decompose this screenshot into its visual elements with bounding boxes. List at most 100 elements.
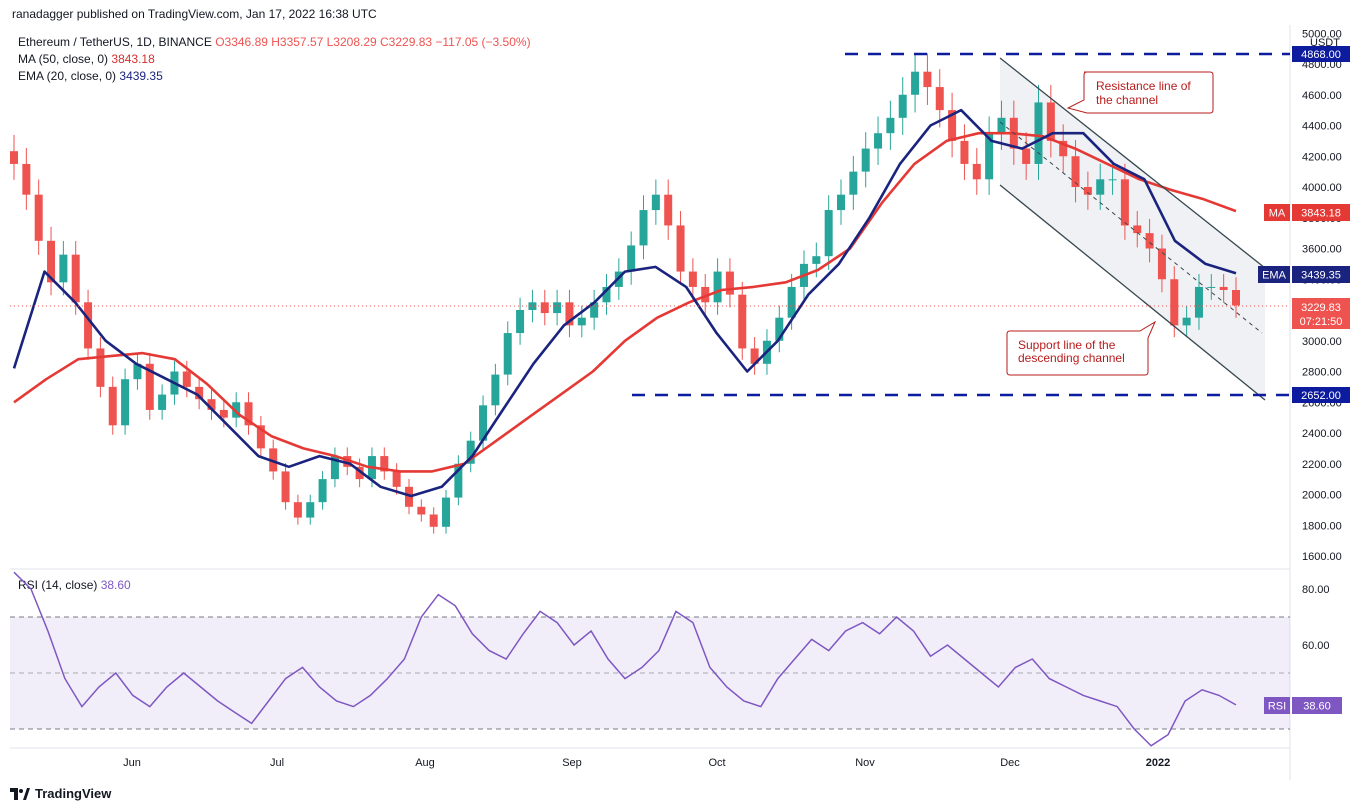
- candle-body: [651, 194, 660, 211]
- svg-text:descending channel: descending channel: [1018, 351, 1125, 365]
- candle-body: [516, 310, 525, 334]
- candle-body: [688, 271, 697, 287]
- price-tick-label: 2400.00: [1302, 428, 1342, 440]
- time-axis-label: Jun: [123, 757, 141, 769]
- candle-body: [330, 456, 339, 480]
- candle-body: [837, 194, 846, 211]
- ma50-line: [13, 131, 1237, 473]
- candle-body: [1145, 233, 1154, 249]
- candle-body: [1046, 102, 1055, 141]
- rsi-axis: 60.00 80.00: [1302, 584, 1330, 652]
- candle-body: [874, 133, 883, 149]
- price-tick-label: 4200.00: [1302, 151, 1342, 163]
- candle-body: [442, 497, 451, 527]
- candle-body: [1219, 286, 1228, 291]
- candle-body: [1182, 317, 1191, 326]
- candle-body: [355, 466, 364, 480]
- candle-body: [182, 371, 191, 387]
- candle-body: [750, 348, 759, 364]
- symbol-title[interactable]: Ethereum / TetherUS, 1D, BINANCE: [18, 35, 212, 49]
- candle-body: [676, 225, 685, 272]
- price-tick-label: 2200.00: [1302, 459, 1342, 471]
- rsi-legend-value: 38.60: [100, 578, 131, 592]
- price-tick-label: 3600.00: [1302, 244, 1342, 256]
- time-axis-label: Dec: [1000, 757, 1020, 769]
- svg-text:3843.18: 3843.18: [1301, 208, 1341, 220]
- candle-body: [602, 286, 611, 303]
- candle-body: [627, 245, 636, 272]
- publisher-line: ranadagger published on TradingView.com,…: [12, 7, 377, 21]
- candle-body: [429, 514, 438, 527]
- candle-body: [34, 194, 43, 241]
- candle-body: [454, 463, 463, 498]
- candle-body: [306, 502, 315, 518]
- candle-body: [1022, 148, 1031, 164]
- ema-tag: EMA 3439.35: [1258, 266, 1350, 283]
- annotation-support: Support line of the descending channel: [1006, 320, 1157, 376]
- rsi-tick-label: 80.00: [1302, 584, 1330, 596]
- price-tick-label: 4000.00: [1302, 182, 1342, 194]
- tradingview-logo[interactable]: TradingView: [10, 786, 111, 801]
- time-axis: Jun Jul Aug Sep Oct Nov Dec 2022: [123, 757, 1170, 769]
- candle-body: [466, 440, 475, 464]
- ma-legend[interactable]: MA (50, close, 0) 3843.18: [18, 52, 155, 66]
- candle-body: [145, 363, 154, 410]
- price-tick-label: 2800.00: [1302, 367, 1342, 379]
- channel-midline: [999, 121, 1263, 334]
- candle-body: [479, 405, 488, 441]
- last-price-tag: 3229.83 07:21:50: [1292, 298, 1350, 329]
- candle-body: [738, 294, 747, 349]
- svg-text:the channel: the channel: [1096, 93, 1158, 107]
- ema-legend[interactable]: EMA (20, close, 0) 3439.35: [18, 69, 163, 83]
- candle-body: [553, 302, 562, 314]
- candle-body: [1207, 286, 1216, 288]
- candle-body: [59, 254, 68, 283]
- candle-body: [71, 254, 80, 303]
- svg-text:RSI: RSI: [1268, 701, 1286, 713]
- ema20-line: [12, 108, 1237, 498]
- svg-text:4868.00: 4868.00: [1301, 49, 1341, 61]
- ma-legend-value: 3843.18: [111, 52, 155, 66]
- candles-layer: [10, 53, 1240, 534]
- candle-body: [948, 110, 957, 141]
- candle-body: [244, 402, 253, 426]
- candle-body: [997, 117, 1006, 134]
- price-tick-label: 1600.00: [1302, 551, 1342, 563]
- price-axis: 1600.001800.002000.002200.002400.002600.…: [1302, 28, 1342, 563]
- svg-text:3439.35: 3439.35: [1301, 270, 1341, 282]
- rsi-tag: RSI 38.60: [1264, 697, 1342, 714]
- price-tick-label: 5000.00: [1302, 28, 1342, 40]
- candle-body: [96, 348, 105, 387]
- level-tag-upper: 4868.00: [1292, 46, 1350, 62]
- candle-body: [47, 240, 56, 283]
- candle-body: [108, 386, 117, 426]
- candle-body: [1071, 156, 1080, 187]
- svg-text:MA: MA: [1269, 208, 1286, 220]
- price-tick-label: 1800.00: [1302, 520, 1342, 532]
- ohlc-values: O3346.89 H3357.57 L3208.29 C3229.83 −117…: [215, 35, 531, 49]
- candle-body: [1120, 179, 1129, 226]
- candle-body: [1096, 179, 1105, 195]
- candle-body: [898, 94, 907, 118]
- candle-body: [318, 479, 327, 503]
- candle-body: [207, 399, 216, 410]
- candle-body: [886, 117, 895, 134]
- candle-body: [232, 402, 241, 418]
- svg-text:07:21:50: 07:21:50: [1300, 316, 1343, 328]
- rsi-legend[interactable]: RSI (14, close) 38.60: [18, 578, 131, 592]
- level-tag-lower: 2652.00: [1292, 387, 1350, 403]
- rsi-legend-label: RSI (14, close): [18, 578, 98, 592]
- candle-body: [293, 502, 302, 518]
- candle-body: [343, 456, 352, 467]
- candle-body: [960, 140, 969, 164]
- rsi-tick-label: 60.00: [1302, 640, 1330, 652]
- candle-body: [713, 271, 722, 303]
- svg-text:2652.00: 2652.00: [1301, 390, 1341, 402]
- price-tick-label: 3000.00: [1302, 336, 1342, 348]
- candle-body: [380, 456, 389, 472]
- candle-body: [219, 409, 228, 418]
- time-axis-label: Oct: [708, 757, 725, 769]
- candle-body: [972, 163, 981, 180]
- candle-body: [503, 333, 512, 375]
